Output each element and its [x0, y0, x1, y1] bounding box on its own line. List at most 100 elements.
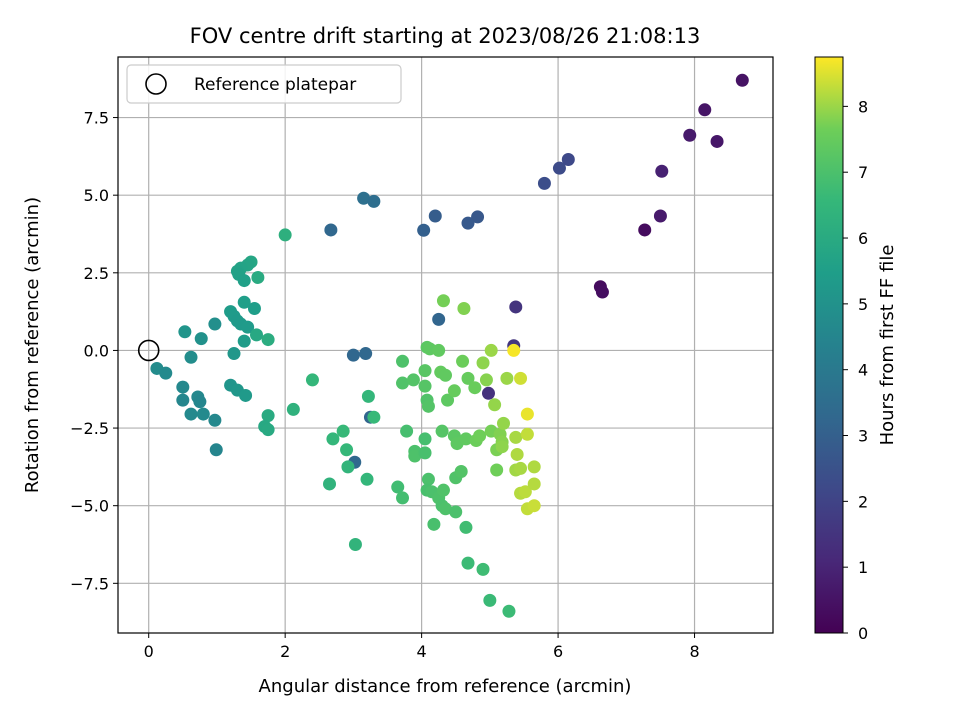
x-axis-label: Angular distance from reference (arcmin)	[259, 676, 632, 697]
data-point	[208, 317, 222, 331]
data-point	[237, 295, 251, 309]
data-point	[500, 371, 514, 385]
data-point	[595, 285, 609, 299]
data-point	[471, 210, 485, 224]
x-tick-label: 0	[144, 642, 154, 661]
data-point	[176, 380, 190, 394]
data-point	[278, 228, 292, 242]
data-point	[417, 223, 431, 237]
data-point	[514, 461, 528, 475]
colorbar-tick-label: 7	[858, 163, 868, 182]
y-tick-label: 0.0	[84, 341, 109, 360]
colorbar-tick-label: 3	[858, 427, 868, 446]
data-point	[421, 399, 435, 413]
data-point	[184, 350, 198, 364]
data-point	[436, 294, 450, 308]
data-point	[468, 381, 482, 395]
data-point	[461, 371, 475, 385]
data-point	[698, 103, 712, 117]
data-point	[326, 432, 340, 446]
data-point	[507, 343, 521, 357]
grid-lines	[118, 57, 773, 633]
data-point	[456, 354, 470, 368]
colorbar-ticks: 0 1 2 3 4 5 6 7 8	[843, 97, 868, 643]
data-point	[476, 562, 490, 576]
colorbar-tick-label: 4	[858, 361, 868, 380]
data-point	[418, 446, 432, 460]
colorbar-label: Hours from first FF file	[877, 245, 898, 446]
data-point	[496, 416, 510, 430]
data-point	[408, 449, 422, 463]
data-point	[237, 334, 251, 348]
plot-frame	[117, 56, 774, 634]
data-point	[461, 556, 475, 570]
data-point	[655, 164, 669, 178]
data-point	[418, 379, 432, 393]
data-point	[428, 209, 442, 223]
y-tick-label: −2.5	[70, 419, 109, 438]
data-point	[400, 424, 414, 438]
data-point	[735, 73, 749, 87]
data-point	[406, 373, 420, 387]
y-tick-label: 2.5	[84, 264, 109, 283]
data-point	[237, 274, 251, 288]
data-point	[710, 134, 724, 148]
data-point	[396, 491, 410, 505]
data-point	[488, 398, 502, 412]
data-point	[638, 223, 652, 237]
data-point	[520, 427, 534, 441]
data-point	[247, 302, 261, 316]
colorbar	[814, 56, 844, 634]
data-point	[527, 477, 541, 491]
data-point	[421, 472, 435, 486]
data-point	[286, 402, 300, 416]
data-point	[391, 480, 405, 494]
data-point	[323, 477, 337, 491]
data-point	[537, 176, 551, 190]
data-point	[514, 371, 528, 385]
data-point	[250, 328, 264, 342]
data-point	[509, 430, 523, 444]
data-point	[484, 343, 498, 357]
x-tick-label: 8	[689, 642, 699, 661]
data-point	[454, 465, 468, 479]
data-point	[261, 333, 275, 347]
data-point	[208, 413, 222, 427]
data-point	[561, 152, 575, 166]
data-point	[683, 128, 697, 142]
colorbar-tick-label: 8	[858, 97, 868, 116]
data-point	[336, 424, 350, 438]
legend: Reference platepar	[126, 64, 402, 104]
data-point	[239, 388, 253, 402]
data-point	[527, 460, 541, 474]
data-point	[457, 302, 471, 316]
data-point	[348, 538, 362, 552]
data-point	[418, 364, 432, 378]
data-point	[209, 443, 223, 457]
data-point	[432, 343, 446, 357]
y-axis-ticks: −7.5 −5.0 −2.5 0.0 2.5 5.0 7.5	[70, 109, 118, 593]
data-point	[520, 407, 534, 421]
data-point	[483, 593, 497, 607]
data-point	[427, 517, 441, 531]
x-tick-label: 4	[417, 642, 427, 661]
y-tick-label: 5.0	[84, 186, 109, 205]
data-point	[439, 368, 452, 382]
data-point	[459, 520, 473, 534]
data-point	[459, 432, 473, 446]
data-point	[396, 376, 410, 390]
x-tick-label: 2	[280, 642, 290, 661]
data-point	[176, 393, 190, 407]
data-point	[357, 191, 371, 205]
data-point	[441, 393, 455, 407]
data-point	[418, 432, 432, 446]
y-tick-label: −7.5	[70, 574, 109, 593]
data-point	[251, 270, 265, 284]
data-point	[360, 472, 374, 486]
data-point	[367, 410, 381, 424]
legend-marker	[145, 73, 167, 95]
data-point	[461, 216, 475, 230]
legend-label: Reference platepar	[194, 75, 356, 95]
data-point	[261, 423, 275, 437]
